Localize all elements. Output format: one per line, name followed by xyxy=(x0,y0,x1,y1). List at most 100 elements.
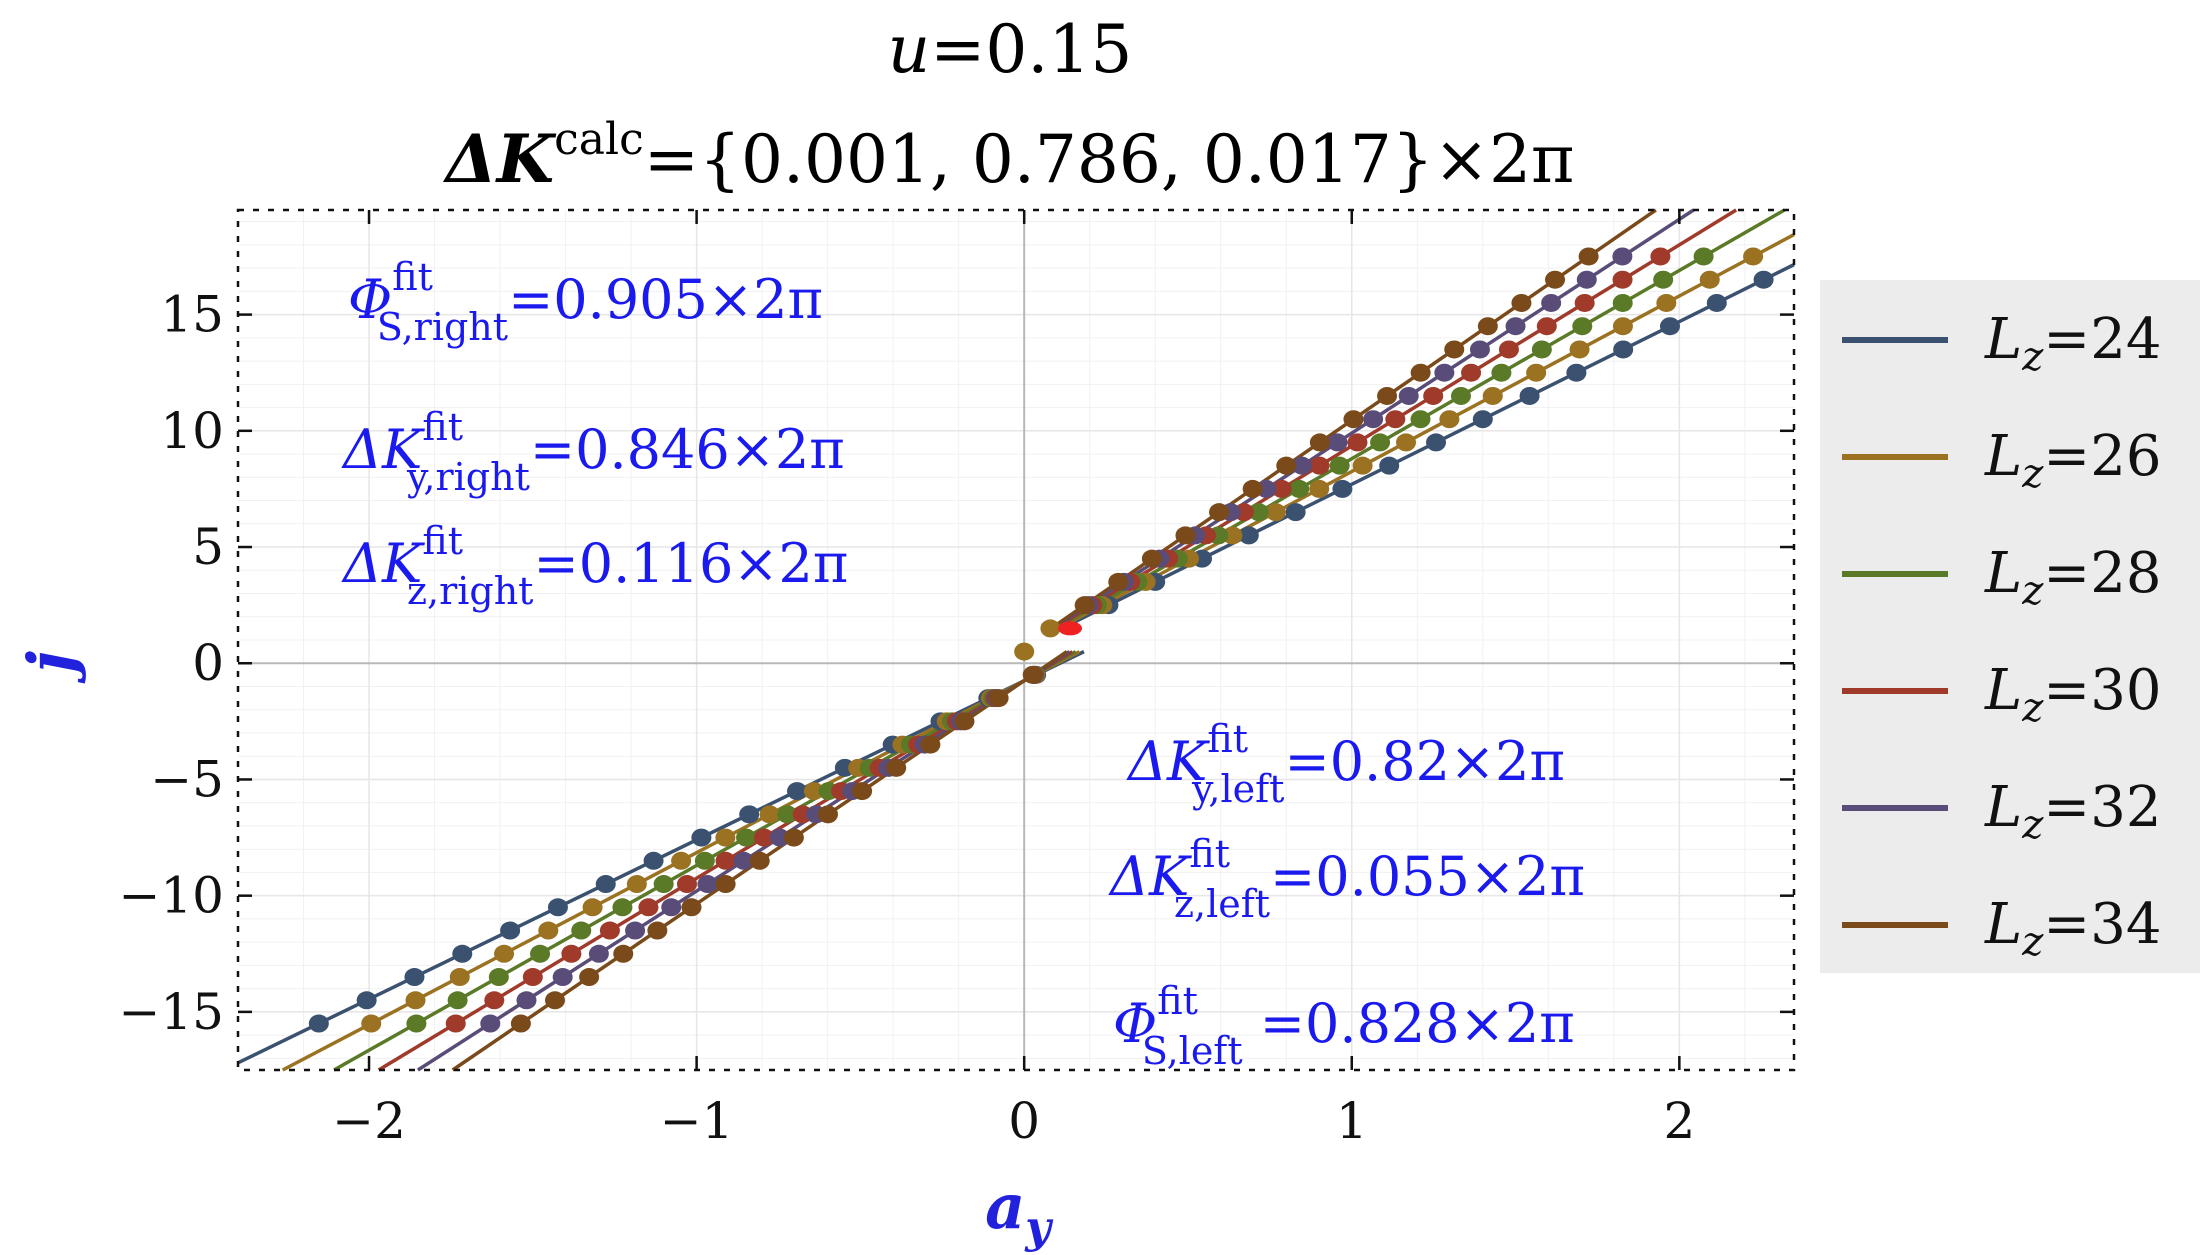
data-point xyxy=(516,991,537,1010)
data-point xyxy=(452,944,473,963)
data-point xyxy=(1511,293,1532,312)
data-point xyxy=(361,1014,382,1033)
data-point xyxy=(715,875,736,894)
data-point xyxy=(1209,503,1230,522)
data-point xyxy=(1329,456,1350,475)
data-point xyxy=(988,689,1009,708)
data-point xyxy=(733,851,754,870)
grid xyxy=(238,210,1794,1070)
data-point xyxy=(1576,270,1597,289)
data-point xyxy=(1108,572,1129,591)
data-point xyxy=(638,898,659,917)
data-point xyxy=(1363,410,1384,429)
data-point xyxy=(691,828,712,847)
legend-items: Lz=24 Lz=26 Lz=28 Lz=30 Lz=32 Lz=34 xyxy=(1842,307,2161,965)
data-point xyxy=(1472,410,1493,429)
data-point xyxy=(1578,247,1599,266)
y-tick-label: 5 xyxy=(192,518,224,576)
highlight-point xyxy=(1058,621,1083,636)
data-point xyxy=(1398,386,1419,405)
data-point xyxy=(1482,386,1503,405)
data-point xyxy=(405,991,426,1010)
data-point xyxy=(1423,386,1444,405)
x-tick-label: 1 xyxy=(1336,1092,1368,1150)
data-point xyxy=(1743,247,1764,266)
data-point xyxy=(552,968,573,987)
data-point xyxy=(1444,340,1465,359)
data-point xyxy=(1332,479,1353,498)
data-point xyxy=(954,712,975,731)
x-tick-label: −2 xyxy=(332,1092,406,1150)
data-point xyxy=(1242,479,1263,498)
data-point xyxy=(445,1014,466,1033)
data-point xyxy=(694,851,715,870)
data-point xyxy=(538,921,559,940)
data-point xyxy=(1505,317,1526,336)
data-point xyxy=(1327,433,1348,452)
data-point xyxy=(920,735,941,754)
y-tick-label: 15 xyxy=(160,286,224,344)
data-points xyxy=(308,247,1774,1033)
data-point xyxy=(579,968,600,987)
data-point xyxy=(1656,293,1677,312)
y-tick-label: −5 xyxy=(150,750,224,808)
data-point xyxy=(1343,410,1364,429)
data-point xyxy=(1074,596,1095,615)
annotation-dky-right: ΔKfit y,right=0.846×2π xyxy=(341,405,845,499)
data-point xyxy=(1477,317,1498,336)
data-point xyxy=(612,898,633,917)
data-point xyxy=(1309,456,1330,475)
data-point xyxy=(547,898,568,917)
data-point xyxy=(1175,526,1196,545)
data-point xyxy=(653,875,674,894)
legend-label: Lz=34 xyxy=(1984,892,2161,965)
data-point xyxy=(1309,433,1330,452)
data-point xyxy=(1309,479,1330,498)
data-point xyxy=(545,991,566,1010)
data-point xyxy=(1426,433,1447,452)
data-point xyxy=(769,828,790,847)
data-point xyxy=(1439,410,1460,429)
data-point xyxy=(1612,317,1633,336)
data-point xyxy=(1612,247,1633,266)
data-point xyxy=(1410,363,1431,382)
x-tick-label: 2 xyxy=(1663,1092,1695,1150)
data-point xyxy=(671,851,692,870)
data-point xyxy=(1566,363,1587,382)
data-point xyxy=(484,991,505,1010)
data-point xyxy=(308,1014,329,1033)
legend-label: Lz=26 xyxy=(1984,424,2161,497)
data-point xyxy=(749,851,770,870)
data-point xyxy=(697,875,718,894)
data-point xyxy=(852,782,873,801)
data-point xyxy=(647,921,668,940)
data-point xyxy=(1650,247,1671,266)
y-tick-label: 0 xyxy=(192,634,224,692)
data-point xyxy=(1291,456,1312,475)
data-point xyxy=(1612,270,1633,289)
data-point xyxy=(561,944,582,963)
data-point xyxy=(1379,456,1400,475)
title-var: u xyxy=(888,11,931,88)
data-point xyxy=(1022,665,1043,684)
data-point xyxy=(715,828,736,847)
data-point xyxy=(739,805,760,824)
data-point xyxy=(1491,363,1512,382)
data-point xyxy=(488,968,509,987)
plot-frame xyxy=(236,208,1796,1072)
data-point xyxy=(1385,410,1406,429)
title-rest: ={0.001, 0.786, 0.017}×2π xyxy=(644,121,1575,198)
annotation-dkz-left: ΔKfit z,left=0.055×2π xyxy=(1108,832,1585,926)
data-point xyxy=(777,805,798,824)
data-point xyxy=(447,991,468,1010)
data-point xyxy=(1276,456,1297,475)
data-point xyxy=(588,944,609,963)
data-point-center xyxy=(1040,619,1061,638)
data-point xyxy=(681,898,702,917)
data-point xyxy=(625,921,646,940)
annotation-dky-left: ΔKfit y,left=0.82×2π xyxy=(1126,717,1565,811)
data-point xyxy=(571,921,592,940)
data-point xyxy=(1706,293,1727,312)
